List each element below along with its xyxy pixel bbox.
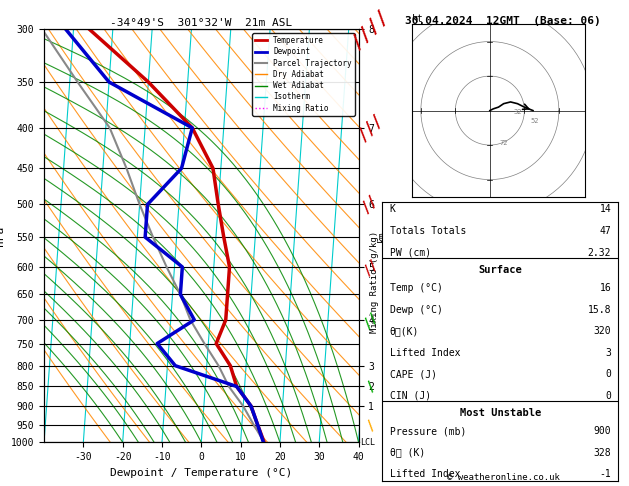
Text: ////: //// <box>347 6 393 52</box>
Text: Dewp (°C): Dewp (°C) <box>389 305 442 314</box>
Text: //: // <box>358 192 382 216</box>
Legend: Temperature, Dewpoint, Parcel Trajectory, Dry Adiabat, Wet Adiabat, Isotherm, Mi: Temperature, Dewpoint, Parcel Trajectory… <box>252 33 355 116</box>
Text: 72: 72 <box>499 140 508 146</box>
Text: 328: 328 <box>594 448 611 458</box>
Text: 900: 900 <box>594 426 611 436</box>
Text: //: // <box>359 309 381 331</box>
Text: 3: 3 <box>605 347 611 358</box>
Text: Lifted Index: Lifted Index <box>389 469 460 479</box>
Text: θᴁ(K): θᴁ(K) <box>389 326 419 336</box>
Text: Most Unstable: Most Unstable <box>460 408 541 418</box>
Text: 32: 32 <box>513 109 521 115</box>
Text: //: // <box>359 256 381 278</box>
Text: Mixing Ratio (g/kg): Mixing Ratio (g/kg) <box>370 231 379 333</box>
Y-axis label: km
ASL: km ASL <box>377 227 399 244</box>
Text: 47: 47 <box>599 226 611 236</box>
Text: ///: /// <box>353 111 387 145</box>
Text: Totals Totals: Totals Totals <box>389 226 466 236</box>
Y-axis label: hPa: hPa <box>0 226 5 246</box>
Text: /: / <box>362 379 378 395</box>
X-axis label: Dewpoint / Temperature (°C): Dewpoint / Temperature (°C) <box>110 468 292 478</box>
Text: kt: kt <box>412 14 424 24</box>
Text: Temp (°C): Temp (°C) <box>389 283 442 293</box>
Text: CAPE (J): CAPE (J) <box>389 369 437 379</box>
Text: 0: 0 <box>605 391 611 400</box>
Text: 14: 14 <box>599 205 611 214</box>
Text: 320: 320 <box>594 326 611 336</box>
Text: Pressure (mb): Pressure (mb) <box>389 426 466 436</box>
Text: CIN (J): CIN (J) <box>389 391 431 400</box>
Text: 15.8: 15.8 <box>587 305 611 314</box>
Text: -1: -1 <box>599 469 611 479</box>
Text: 2.32: 2.32 <box>587 247 611 258</box>
Text: 30.04.2024  12GMT  (Base: 06): 30.04.2024 12GMT (Base: 06) <box>405 16 601 26</box>
Text: 0: 0 <box>605 369 611 379</box>
Text: θᴁ (K): θᴁ (K) <box>389 448 425 458</box>
Text: © weatheronline.co.uk: © weatheronline.co.uk <box>447 473 560 482</box>
Text: Surface: Surface <box>479 265 522 275</box>
Text: K: K <box>389 205 396 214</box>
Text: /: / <box>362 417 378 433</box>
Text: 52: 52 <box>530 118 539 123</box>
Text: Lifted Index: Lifted Index <box>389 347 460 358</box>
Text: 16: 16 <box>599 283 611 293</box>
Text: PW (cm): PW (cm) <box>389 247 431 258</box>
Title: -34°49'S  301°32'W  21m ASL: -34°49'S 301°32'W 21m ASL <box>110 18 292 28</box>
Text: LCL: LCL <box>360 438 376 447</box>
